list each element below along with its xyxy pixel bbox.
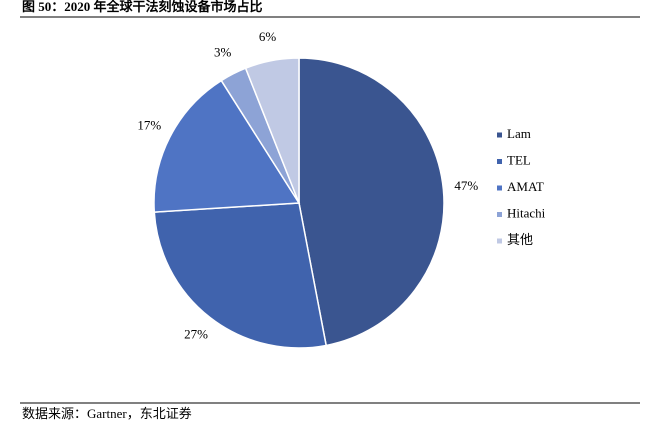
legend-label: 其他 (507, 232, 533, 247)
data-label: 27% (184, 327, 208, 342)
data-label: 6% (259, 29, 277, 44)
pie-slice (153, 79, 301, 213)
legend-swatch (497, 159, 502, 164)
data-label: 47% (454, 178, 478, 193)
legend-label: Hitachi (507, 205, 546, 220)
legend-swatch (497, 238, 502, 244)
data-label: 3% (214, 44, 232, 59)
legend-label: Lam (507, 126, 531, 141)
legend-swatch (497, 212, 502, 217)
pie-slice (244, 57, 300, 204)
legend-swatch (497, 185, 502, 191)
data-label: 17% (137, 118, 161, 133)
legend-label: TEL (507, 152, 531, 167)
legend-swatch (497, 132, 502, 138)
legend-label: AMAT (507, 179, 544, 194)
pie-slice (298, 57, 445, 347)
source: 数据来源：Gartner，东北证券 (22, 406, 192, 421)
chart-title: 图 50：2020 年全球干法刻蚀设备市场占比 (22, 0, 263, 14)
pie-slice (153, 202, 328, 349)
